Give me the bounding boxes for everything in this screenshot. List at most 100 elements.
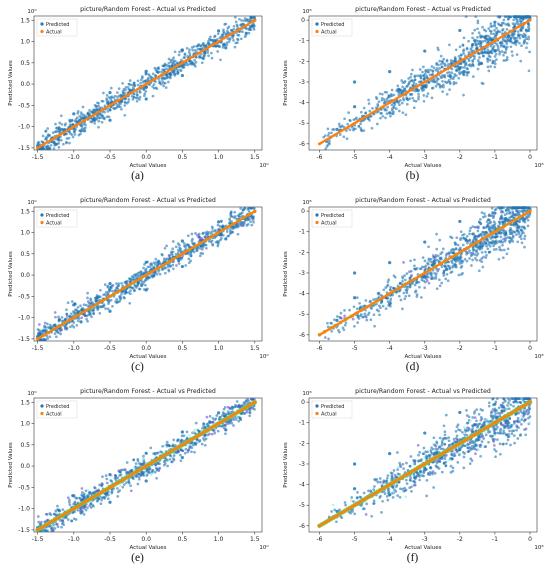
predicted-point [356, 321, 360, 324]
predicted-point [454, 260, 458, 263]
predicted-point [503, 213, 507, 217]
predicted-point [142, 474, 146, 477]
predicted-point [381, 304, 385, 308]
predicted-point [92, 312, 95, 316]
predicted-point [118, 299, 122, 303]
predicted-point [517, 34, 521, 38]
y-tick-label: -0.5 [18, 102, 30, 109]
predicted-point [402, 291, 406, 295]
predicted-point [197, 43, 201, 46]
predicted-point [501, 240, 505, 244]
predicted-point [445, 59, 449, 63]
predicted-point [476, 252, 480, 256]
predicted-point [493, 208, 497, 212]
predicted-point [161, 253, 164, 257]
predicted-point [469, 226, 472, 230]
legend-label-actual: Actual [321, 30, 337, 36]
predicted-point [336, 315, 339, 318]
predicted-point [520, 228, 523, 232]
predicted-point [214, 45, 218, 48]
predicted-point [71, 135, 75, 139]
predicted-point [435, 80, 439, 83]
predicted-point [193, 58, 196, 62]
predicted-point [422, 78, 426, 81]
y-scale-label: 10⁰ [27, 199, 37, 206]
caption-d: (d) [405, 361, 420, 373]
predicted-point [180, 73, 184, 78]
predicted-point [502, 248, 506, 252]
predicted-point [62, 142, 65, 146]
predicted-point [110, 284, 114, 288]
predicted-point [120, 292, 123, 296]
predicted-point [404, 288, 408, 292]
predicted-point [101, 99, 105, 103]
predicted-point [115, 103, 119, 106]
predicted-point [174, 245, 178, 249]
predicted-point [455, 258, 459, 261]
legend-label-predicted: Predicted [46, 213, 69, 219]
predicted-point [476, 27, 479, 31]
predicted-point [193, 450, 196, 454]
predicted-point [491, 47, 495, 51]
y-tick-label: -3 [299, 79, 305, 86]
predicted-point [503, 39, 507, 43]
predicted-point [379, 301, 383, 305]
predicted-point [460, 259, 464, 263]
actual-point [388, 292, 392, 296]
predicted-point [106, 293, 110, 297]
predicted-point [477, 63, 481, 66]
x-axis-label: Actual Values [130, 545, 167, 551]
predicted-point [353, 105, 357, 109]
x-tick-label: -1 [492, 345, 498, 352]
actual-point [388, 101, 392, 105]
predicted-point [442, 75, 446, 78]
predicted-point [245, 410, 249, 414]
predicted-point [66, 301, 70, 305]
predicted-point [50, 526, 54, 530]
predicted-point [474, 257, 477, 260]
predicted-point [227, 234, 231, 238]
legend-marker-predicted [40, 213, 44, 217]
predicted-point [383, 90, 387, 94]
predicted-point [136, 79, 140, 83]
predicted-point [493, 65, 497, 69]
predicted-point [96, 306, 99, 309]
predicted-point [476, 229, 480, 233]
actual-point [493, 230, 497, 234]
predicted-point [338, 315, 342, 319]
predicted-point [449, 271, 453, 274]
predicted-point [486, 60, 490, 63]
predicted-point [438, 257, 442, 260]
predicted-point [390, 94, 394, 98]
predicted-point [113, 107, 116, 111]
predicted-point [46, 322, 49, 326]
actual-point [108, 103, 112, 107]
predicted-point [105, 477, 109, 481]
predicted-point [377, 100, 381, 104]
predicted-point [400, 101, 404, 105]
predicted-point [486, 218, 490, 222]
predicted-point [65, 326, 69, 330]
predicted-point [413, 267, 416, 271]
predicted-point [500, 32, 504, 35]
predicted-point [221, 42, 225, 46]
predicted-point [436, 46, 440, 50]
predicted-point [130, 275, 134, 278]
actual-point [155, 76, 159, 79]
predicted-point [494, 235, 498, 239]
predicted-point [216, 50, 220, 53]
predicted-point [458, 219, 462, 224]
predicted-point [377, 309, 380, 313]
predicted-point [492, 36, 495, 40]
predicted-point [482, 50, 486, 54]
predicted-point [59, 329, 62, 333]
legend-label-predicted: Predicted [321, 22, 344, 28]
predicted-point [57, 331, 60, 335]
predicted-point [91, 309, 95, 313]
predicted-point [378, 92, 382, 96]
predicted-point [387, 94, 391, 97]
predicted-point [467, 59, 471, 63]
predicted-point [413, 283, 417, 287]
predicted-point [220, 237, 223, 240]
predicted-point [362, 106, 366, 110]
